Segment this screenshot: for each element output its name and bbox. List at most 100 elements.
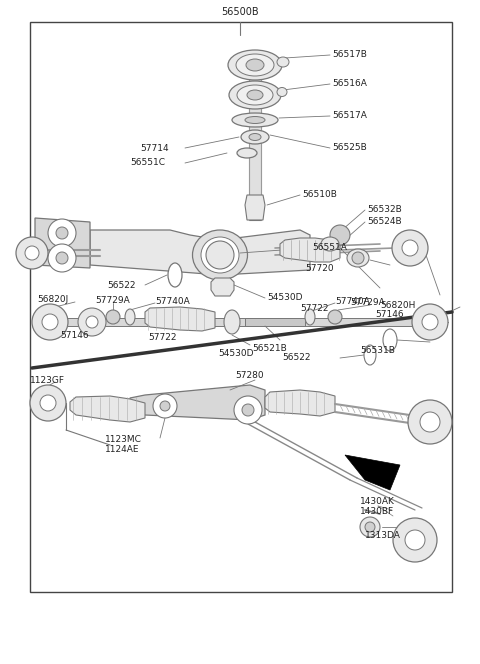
Polygon shape <box>280 238 340 262</box>
Circle shape <box>42 314 58 330</box>
Ellipse shape <box>247 90 263 100</box>
Bar <box>245 318 305 326</box>
Text: 1430AK: 1430AK <box>360 497 395 507</box>
Text: 1124AE: 1124AE <box>105 446 140 454</box>
Text: 1123GF: 1123GF <box>30 376 65 384</box>
Circle shape <box>402 240 418 256</box>
Circle shape <box>30 385 66 421</box>
Circle shape <box>328 310 342 324</box>
Text: 56820H: 56820H <box>380 301 415 309</box>
Ellipse shape <box>241 130 269 144</box>
Polygon shape <box>211 278 234 296</box>
Text: 56522: 56522 <box>107 280 135 290</box>
Circle shape <box>408 400 452 444</box>
Circle shape <box>422 314 438 330</box>
Polygon shape <box>90 230 310 275</box>
Text: 56510B: 56510B <box>302 189 337 199</box>
Text: 56524B: 56524B <box>367 216 402 226</box>
Circle shape <box>234 396 262 424</box>
Ellipse shape <box>237 85 273 105</box>
Text: 57280: 57280 <box>235 371 264 380</box>
Text: 56521B: 56521B <box>252 343 287 353</box>
Text: 54530D: 54530D <box>267 293 302 301</box>
Circle shape <box>86 316 98 328</box>
Ellipse shape <box>228 50 282 80</box>
Polygon shape <box>35 218 90 268</box>
Circle shape <box>206 241 234 269</box>
Circle shape <box>48 219 76 247</box>
Polygon shape <box>145 307 215 331</box>
Text: 57740A: 57740A <box>335 297 370 305</box>
Ellipse shape <box>125 309 135 325</box>
Text: 56516A: 56516A <box>332 78 367 88</box>
Polygon shape <box>245 195 265 220</box>
Circle shape <box>56 252 68 264</box>
Text: 57722: 57722 <box>300 303 328 313</box>
Circle shape <box>160 401 170 411</box>
Ellipse shape <box>232 113 278 127</box>
Circle shape <box>360 517 380 537</box>
Circle shape <box>405 530 425 550</box>
Circle shape <box>56 227 68 239</box>
Ellipse shape <box>364 345 376 365</box>
Text: 56522: 56522 <box>282 353 311 361</box>
Text: 57146: 57146 <box>60 331 89 339</box>
Ellipse shape <box>201 237 239 273</box>
Text: 56517B: 56517B <box>332 50 367 58</box>
Bar <box>30 22 452 592</box>
Text: 57720: 57720 <box>305 264 334 272</box>
Text: 56551A: 56551A <box>312 242 347 252</box>
Text: 56517A: 56517A <box>332 110 367 120</box>
Text: 1123MC: 1123MC <box>105 436 142 444</box>
Text: 57729A: 57729A <box>350 297 385 307</box>
Circle shape <box>365 522 375 532</box>
Ellipse shape <box>192 230 248 280</box>
Circle shape <box>78 308 106 336</box>
Polygon shape <box>345 455 400 490</box>
Ellipse shape <box>168 263 182 287</box>
Text: 57722: 57722 <box>148 333 177 341</box>
Ellipse shape <box>249 133 261 141</box>
Circle shape <box>40 395 56 411</box>
Bar <box>65 318 415 326</box>
Circle shape <box>352 252 364 264</box>
Circle shape <box>393 518 437 562</box>
Ellipse shape <box>245 116 265 124</box>
Ellipse shape <box>277 57 289 67</box>
Text: 54530D: 54530D <box>218 349 253 357</box>
Polygon shape <box>70 396 145 422</box>
Polygon shape <box>130 385 265 420</box>
Text: 56525B: 56525B <box>332 143 367 151</box>
Text: 57146: 57146 <box>375 309 404 319</box>
Bar <box>249 60 261 220</box>
Circle shape <box>392 230 428 266</box>
Text: 1313DA: 1313DA <box>365 531 401 539</box>
Circle shape <box>330 225 350 245</box>
Ellipse shape <box>237 148 257 158</box>
Text: 57740A: 57740A <box>155 297 190 305</box>
Polygon shape <box>265 390 335 416</box>
Text: 56551C: 56551C <box>130 157 165 167</box>
Ellipse shape <box>229 81 281 109</box>
Ellipse shape <box>224 310 240 334</box>
Ellipse shape <box>321 237 339 251</box>
Text: 1430BF: 1430BF <box>360 507 394 517</box>
Circle shape <box>242 404 254 416</box>
Ellipse shape <box>236 54 274 76</box>
Text: 57714: 57714 <box>140 143 168 153</box>
Text: 56820J: 56820J <box>37 295 68 303</box>
Ellipse shape <box>246 59 264 71</box>
Circle shape <box>420 412 440 432</box>
Circle shape <box>153 394 177 418</box>
Circle shape <box>25 246 39 260</box>
Circle shape <box>48 244 76 272</box>
Ellipse shape <box>383 329 397 351</box>
Text: 56532B: 56532B <box>367 205 402 214</box>
Circle shape <box>32 304 68 340</box>
Text: 56500B: 56500B <box>221 7 259 17</box>
Text: 57729A: 57729A <box>95 295 130 305</box>
Ellipse shape <box>347 249 369 267</box>
Circle shape <box>412 304 448 340</box>
Ellipse shape <box>277 88 287 96</box>
Circle shape <box>16 237 48 269</box>
